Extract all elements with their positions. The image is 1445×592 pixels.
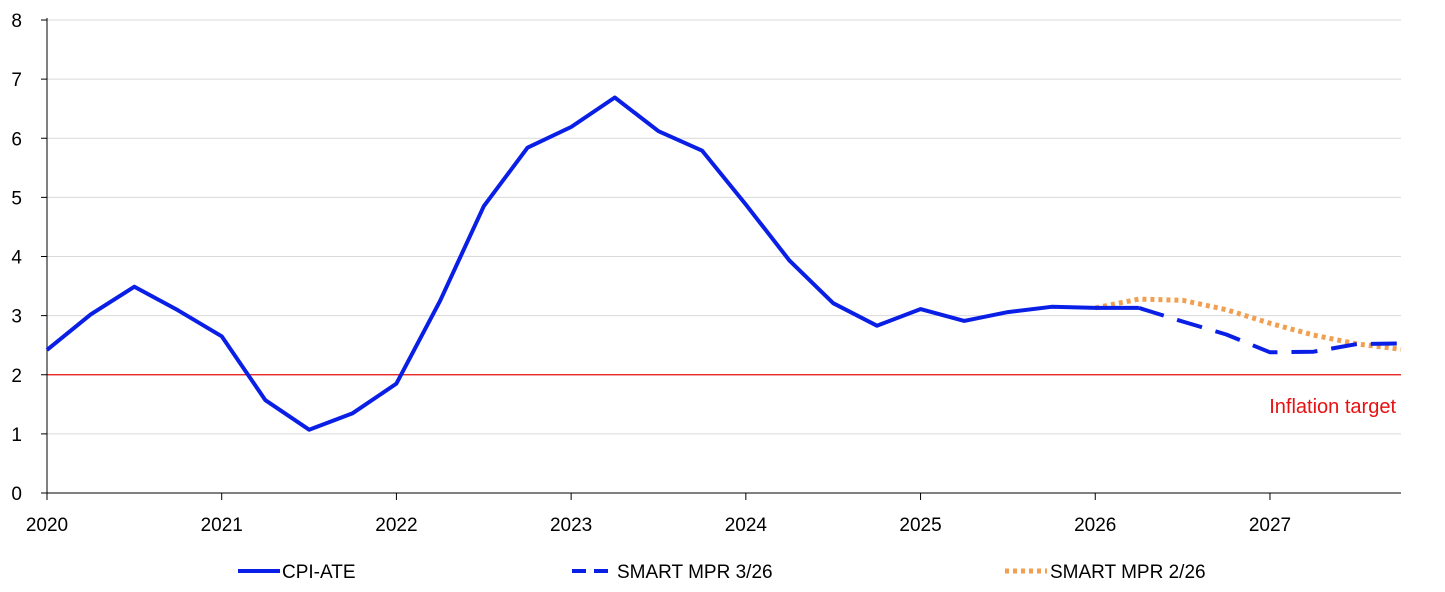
- x-tick-label: 2027: [1249, 515, 1291, 536]
- series-smart-mpr-2-26-line: [1094, 296, 1402, 352]
- series-group: [45, 95, 1402, 432]
- axes: 0 1 2 3 4 5 6 7 8 2020 2021 2022 2023 2024 2025 2026 202…: [11, 11, 1401, 536]
- y-tick-label: 1: [11, 425, 22, 446]
- x-tick-label: 2024: [725, 515, 768, 536]
- x-tick-label: 2021: [201, 515, 243, 536]
- series-cpi-ate-line: [45, 95, 1139, 432]
- legend: CPI-ATE SMART MPR 3/26 SMART MPR 2/26: [238, 562, 1206, 583]
- series-smart-mpr-3-26-line: [1138, 305, 1402, 355]
- reference-line-group: Inflation target: [47, 374, 1401, 418]
- y-tick-label: 2: [11, 366, 22, 387]
- gridlines: [47, 19, 1401, 435]
- inflation-target-label: Inflation target: [1269, 396, 1396, 418]
- y-tick-label: 8: [11, 11, 22, 32]
- y-tick-label: 5: [11, 188, 22, 209]
- x-tick-label: 2026: [1074, 515, 1116, 536]
- x-tick-label: 2022: [375, 515, 417, 536]
- y-tick-label: 4: [11, 248, 22, 269]
- legend-label: CPI-ATE: [282, 562, 356, 583]
- y-tick-label: 3: [11, 307, 22, 328]
- y-tick-label: 6: [11, 129, 22, 150]
- x-tick-label: 2020: [26, 515, 68, 536]
- x-tick-label: 2023: [550, 515, 592, 536]
- y-tick-label: 7: [11, 70, 22, 91]
- legend-item: SMART MPR 2/26: [1005, 562, 1206, 583]
- y-tick-label: 0: [11, 484, 22, 505]
- x-tick-label: 2025: [899, 515, 941, 536]
- legend-item: SMART MPR 3/26: [572, 562, 773, 583]
- legend-item: CPI-ATE: [238, 562, 356, 583]
- legend-label: SMART MPR 3/26: [617, 562, 773, 583]
- legend-label: SMART MPR 2/26: [1050, 562, 1206, 583]
